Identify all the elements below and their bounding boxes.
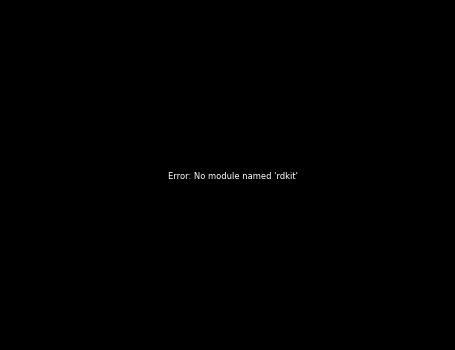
Text: Error: No module named 'rdkit': Error: No module named 'rdkit' <box>168 172 298 181</box>
